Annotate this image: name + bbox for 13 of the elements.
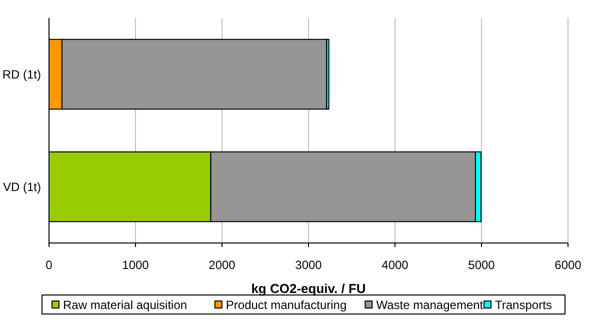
legend-label: Product manufacturing — [226, 298, 347, 312]
x-tick-label: 5000 — [468, 258, 496, 272]
x-tick-label: 6000 — [554, 258, 582, 272]
legend-label: Waste management — [376, 298, 484, 312]
x-tick-label: 4000 — [382, 258, 409, 272]
legend-label: Transports — [495, 298, 552, 312]
x-tick-label: 0 — [46, 258, 53, 272]
y-tick-label: VD (1t) — [2, 180, 41, 194]
x-tick-label: 2000 — [208, 258, 236, 272]
x-tick-label: 1000 — [122, 258, 150, 272]
y-tick-label: RD (1t) — [2, 67, 41, 82]
x-tick-label: 3000 — [295, 258, 322, 272]
legend-label: Raw material aquisition — [63, 298, 188, 312]
